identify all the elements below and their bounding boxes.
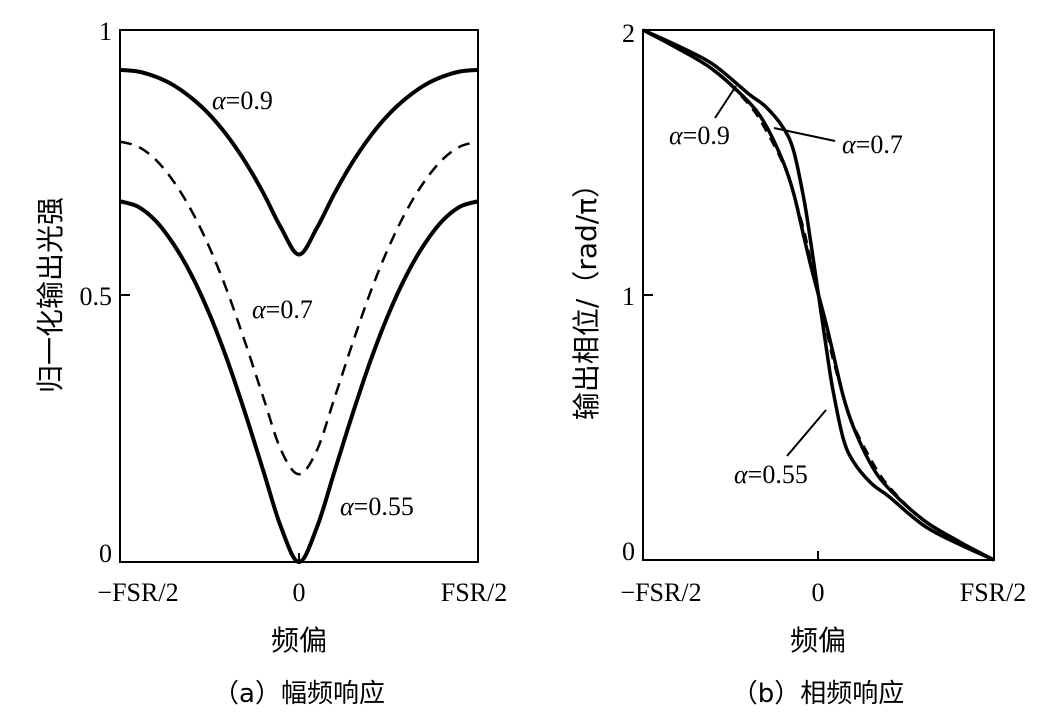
panel-a-label-a09: α=0.9	[212, 86, 273, 115]
panel-b-ytick-2: 2	[622, 19, 635, 48]
panel-a-series-a07-line	[119, 140, 479, 476]
panel-a-series-a09-line	[119, 67, 479, 257]
panel-b-caption: （b）相频响应	[732, 679, 905, 709]
panel-b-leader-a055	[786, 409, 827, 457]
panel-a-caption: （a）幅频响应	[213, 679, 385, 709]
panel-b-ylabel: 输出相位/（rad/π）	[570, 170, 603, 420]
panel-a-xtick-left: −FSR/2	[97, 578, 178, 607]
panel-b-series-a055-line	[642, 28, 995, 562]
panel-b-ytick-0: 0	[622, 537, 635, 566]
panel-a-label-a07: α=0.7	[252, 295, 313, 324]
panel-a-ylabel: 归一化输出光强	[34, 197, 67, 393]
panel-a-ytick-1: 1	[99, 17, 112, 46]
panel-b-leader-a07	[773, 127, 836, 142]
panel-b-label-a09: α=0.9	[669, 121, 730, 150]
panel-b-xtick-right: FSR/2	[960, 578, 1027, 607]
panel-a: 1 0.5 0 −FSR/2 0 FSR/2 归一化输出光强 频偏 （a）幅频响…	[34, 17, 507, 709]
panel-a-ytick-0: 0	[99, 539, 112, 568]
panel-b-xtick-left: −FSR/2	[620, 578, 701, 607]
panel-b-ytick-1: 1	[622, 282, 635, 311]
panel-b-xtick-center: 0	[812, 578, 825, 607]
panel-a-xlabel: 频偏	[271, 624, 327, 657]
panel-b-leader-a09	[714, 85, 737, 119]
panel-a-xtick-right: FSR/2	[441, 578, 508, 607]
panel-a-series-a055-line	[119, 199, 479, 565]
panel-b: 2 1 0 −FSR/2 0 FSR/2 输出相位/（rad/π） 频偏 （b）…	[570, 19, 1026, 709]
panel-a-ytick-05: 0.5	[80, 282, 113, 311]
panel-b-label-a07: α=0.7	[842, 130, 903, 159]
panel-b-label-a055: α=0.55	[734, 460, 808, 489]
panel-a-label-a055: α=0.55	[340, 492, 414, 521]
panel-a-xtick-center: 0	[293, 578, 306, 607]
panel-b-xlabel: 频偏	[790, 624, 846, 657]
